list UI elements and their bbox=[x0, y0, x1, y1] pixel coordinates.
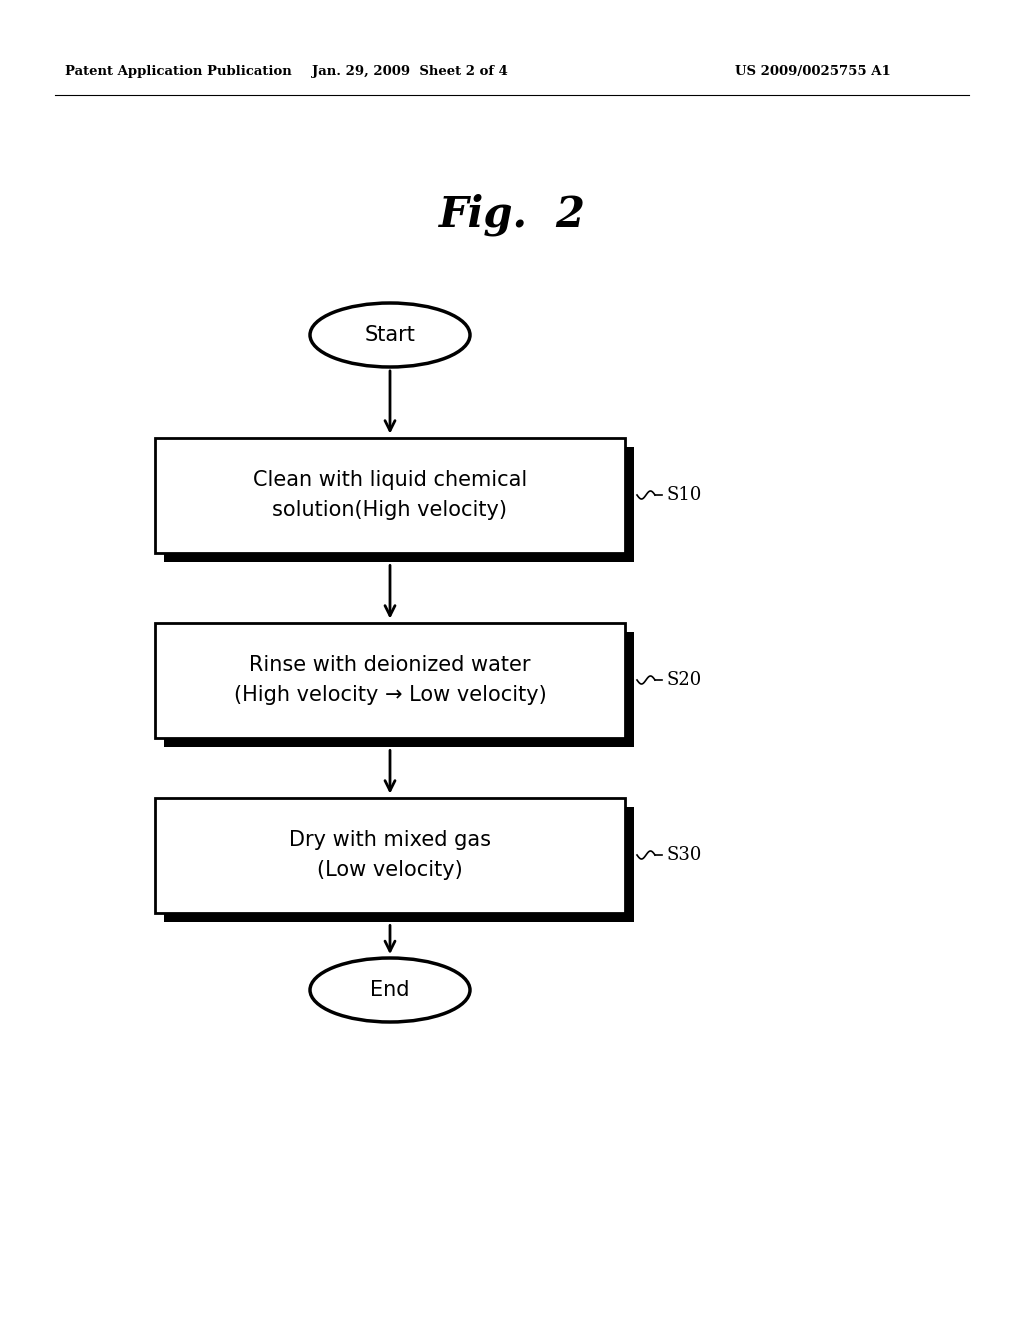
Text: Dry with mixed gas
(Low velocity): Dry with mixed gas (Low velocity) bbox=[289, 830, 490, 880]
Text: Rinse with deionized water
(High velocity → Low velocity): Rinse with deionized water (High velocit… bbox=[233, 655, 547, 705]
Ellipse shape bbox=[310, 958, 470, 1022]
Ellipse shape bbox=[310, 304, 470, 367]
Text: Fig.  2: Fig. 2 bbox=[438, 194, 586, 236]
Text: S10: S10 bbox=[667, 486, 702, 504]
Text: S20: S20 bbox=[667, 671, 702, 689]
Text: Jan. 29, 2009  Sheet 2 of 4: Jan. 29, 2009 Sheet 2 of 4 bbox=[312, 66, 508, 78]
Text: Clean with liquid chemical
solution(High velocity): Clean with liquid chemical solution(High… bbox=[253, 470, 527, 520]
Text: US 2009/0025755 A1: US 2009/0025755 A1 bbox=[735, 66, 891, 78]
Bar bbox=[155, 797, 625, 912]
Bar bbox=[155, 437, 625, 553]
Bar bbox=[155, 623, 625, 738]
Bar bbox=[164, 446, 634, 561]
Text: S30: S30 bbox=[667, 846, 702, 865]
Text: Start: Start bbox=[365, 325, 416, 345]
Bar bbox=[164, 631, 634, 747]
Text: Patent Application Publication: Patent Application Publication bbox=[65, 66, 292, 78]
Text: End: End bbox=[371, 979, 410, 1001]
Bar bbox=[164, 807, 634, 921]
